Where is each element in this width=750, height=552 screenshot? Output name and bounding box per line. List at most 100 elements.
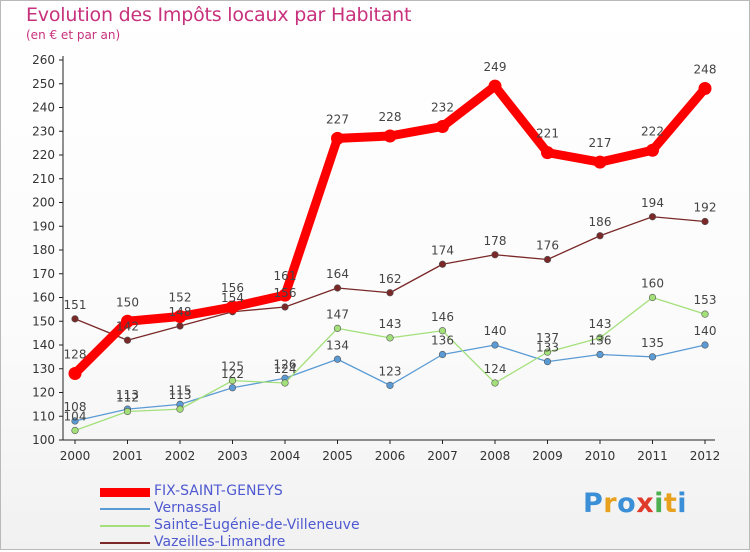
data-point (648, 353, 657, 361)
data-label: 194 (641, 196, 664, 210)
data-point (646, 143, 659, 157)
y-tick-label: 210 (32, 172, 55, 186)
data-label: 124 (274, 362, 297, 376)
x-tick-label: 2012 (690, 449, 721, 463)
data-point (228, 377, 237, 385)
y-tick-label: 250 (32, 77, 55, 91)
data-point (648, 213, 657, 221)
y-tick-label: 200 (32, 196, 55, 210)
data-label: 113 (169, 388, 192, 402)
data-label: 123 (379, 364, 402, 378)
y-tick-label: 240 (32, 101, 55, 115)
data-label: 156 (274, 286, 297, 300)
data-point (386, 381, 394, 389)
x-tick-label: 2001 (112, 449, 143, 463)
x-tick-label: 2007 (427, 449, 458, 463)
x-tick-label: 2010 (585, 449, 616, 463)
data-label: 128 (64, 348, 87, 362)
data-point (491, 341, 499, 349)
x-tick-label: 2008 (480, 449, 511, 463)
data-label: 186 (589, 215, 612, 229)
chart-subtitle: (en € et par an) (26, 28, 121, 42)
y-tick-label: 130 (32, 362, 55, 376)
x-tick-label: 2003 (217, 449, 248, 463)
data-label: 134 (326, 338, 349, 352)
data-label: 178 (484, 234, 507, 248)
data-point (698, 82, 712, 95)
data-point (436, 120, 449, 133)
data-point (491, 379, 499, 387)
data-label: 164 (326, 267, 349, 281)
data-point (281, 379, 289, 387)
data-point (596, 232, 604, 240)
data-point (71, 426, 79, 435)
data-point (71, 315, 79, 323)
data-label: 136 (589, 334, 612, 348)
data-point (386, 289, 394, 297)
data-label: 227 (326, 112, 349, 126)
data-label: 160 (641, 277, 664, 291)
y-tick-label: 190 (32, 219, 55, 233)
data-label: 122 (221, 367, 244, 381)
data-label: 221 (536, 127, 559, 141)
legend-label: Vernassal (154, 500, 222, 516)
data-label: 152 (169, 291, 192, 305)
data-label: 156 (221, 281, 244, 295)
y-tick-label: 150 (32, 314, 55, 328)
data-point (648, 293, 657, 302)
y-tick-label: 160 (32, 291, 55, 305)
y-tick-label: 100 (32, 433, 55, 447)
data-point (176, 405, 184, 413)
data-point (281, 303, 289, 311)
data-label: 153 (694, 293, 717, 307)
data-point (383, 129, 397, 143)
x-tick-label: 2011 (637, 449, 668, 463)
logo-letter: i (677, 488, 688, 519)
y-tick-label: 220 (32, 148, 55, 162)
data-label: 135 (641, 336, 664, 350)
data-label: 115 (169, 383, 192, 397)
data-label: 222 (641, 124, 664, 138)
data-point (701, 310, 709, 318)
data-label: 124 (484, 362, 507, 376)
data-label: 113 (116, 388, 139, 402)
x-tick-label: 2000 (60, 449, 91, 463)
data-point (386, 334, 394, 342)
legend-swatch (100, 542, 150, 544)
x-tick-label: 2004 (270, 449, 301, 463)
chart-title: Evolution des Impôts locaux par Habitant (26, 4, 412, 26)
logo-letter: r (603, 488, 618, 519)
legend-swatch (100, 487, 150, 497)
data-point (331, 131, 344, 145)
data-label: 104 (64, 410, 87, 424)
data-label: 151 (64, 298, 87, 312)
data-point (543, 348, 552, 356)
data-point (438, 260, 447, 268)
proxiti-logo: Proxiti (583, 488, 687, 519)
data-point (596, 350, 604, 359)
data-label: 137 (536, 331, 559, 345)
data-point (701, 341, 709, 349)
data-point (71, 417, 79, 425)
data-label: 143 (379, 317, 402, 331)
logo-letter: i (654, 488, 664, 519)
data-label: 140 (484, 324, 507, 338)
data-label: 140 (694, 324, 717, 338)
data-label: 133 (536, 341, 559, 355)
data-label: 174 (431, 243, 454, 257)
data-point (228, 384, 237, 392)
data-label: 217 (589, 136, 612, 150)
y-tick-label: 180 (32, 243, 55, 257)
data-point (333, 324, 342, 332)
data-point (173, 310, 187, 323)
data-label: 154 (221, 291, 244, 305)
data-label: 112 (116, 391, 139, 405)
x-tick-label: 2006 (375, 449, 406, 463)
y-tick-label: 110 (32, 409, 55, 423)
data-label: 192 (694, 201, 717, 215)
data-label: 150 (116, 295, 139, 309)
data-label: 228 (379, 110, 402, 124)
logo-letter: o (617, 488, 637, 519)
